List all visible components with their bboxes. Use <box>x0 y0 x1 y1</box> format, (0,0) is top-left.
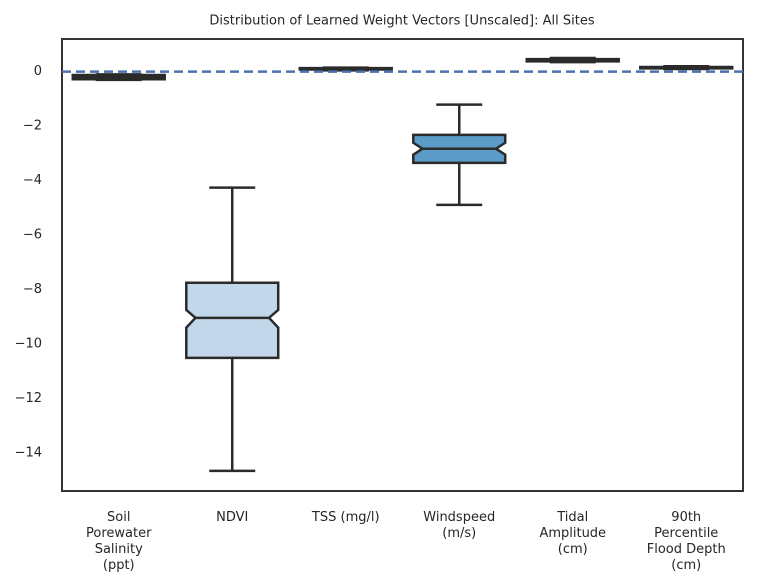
x-tick-label: NDVI <box>216 510 249 525</box>
x-tick-label: Tidal Amplitude (cm) <box>539 510 607 557</box>
y-tick-label: −10 <box>15 336 42 351</box>
box <box>185 281 280 360</box>
x-tick-label: Soil Porewater Salinity (ppt) <box>86 510 152 573</box>
y-tick-label: −12 <box>15 391 42 406</box>
plot-frame <box>61 38 744 492</box>
x-tick-label: 90th Percentile Flood Depth (cm) <box>646 510 726 573</box>
x-tick-label: TSS (mg/l) <box>311 510 380 525</box>
y-tick-label: −14 <box>15 445 42 460</box>
y-tick-label: −4 <box>23 173 42 188</box>
y-tick-label: −2 <box>23 119 42 134</box>
y-tick-label: −8 <box>23 282 42 297</box>
x-tick-label: Windspeed (m/s) <box>423 510 496 541</box>
chart-title: Distribution of Learned Weight Vectors [… <box>209 14 594 29</box>
y-tick-label: −6 <box>23 228 42 243</box>
y-tick-label: 0 <box>34 64 42 79</box>
